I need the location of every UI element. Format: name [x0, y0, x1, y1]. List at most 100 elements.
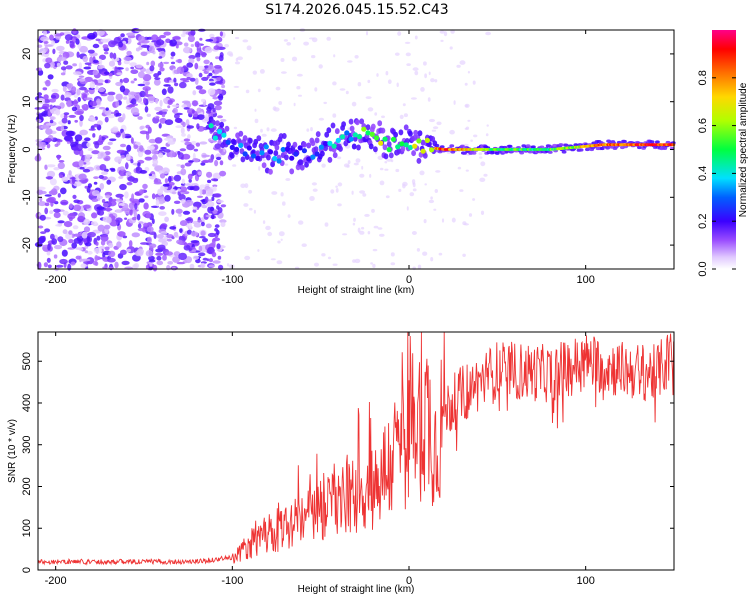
noise-speck [367, 107, 374, 112]
noise-speck [200, 230, 206, 236]
noise-speck [244, 183, 249, 189]
noise-speck [381, 115, 385, 119]
noise-speck [116, 149, 126, 154]
noise-speck [186, 229, 192, 235]
noise-speck [283, 39, 288, 42]
noise-speck [125, 153, 131, 161]
noise-speck [98, 87, 105, 93]
noise-speck [64, 92, 72, 98]
noise-speck [130, 159, 134, 164]
noise-speck [55, 108, 61, 116]
ridge-mark [250, 153, 257, 159]
noise-speck [136, 213, 141, 221]
noise-speck [179, 228, 183, 234]
noise-speck [203, 59, 210, 65]
noise-speck [463, 223, 469, 226]
snr-y-tick-label: 100 [21, 519, 33, 537]
noise-speck [206, 110, 212, 114]
noise-speck [220, 118, 227, 122]
noise-speck [116, 241, 122, 249]
noise-speck [367, 231, 371, 235]
noise-speck [144, 195, 149, 199]
noise-speck [190, 240, 200, 244]
noise-speck [122, 77, 130, 84]
noise-speck [120, 249, 127, 255]
noise-speck [197, 65, 205, 71]
noise-speck [73, 237, 82, 244]
noise-speck [43, 137, 53, 143]
ridge-halo [519, 151, 525, 155]
noise-speck [173, 77, 177, 83]
noise-speck [235, 36, 240, 40]
noise-speck [180, 164, 185, 169]
ridge-halo [411, 150, 416, 157]
ridge-mark [382, 136, 388, 142]
noise-speck [374, 112, 378, 116]
ridge-mark [234, 146, 240, 152]
noise-speck [216, 156, 222, 161]
noise-speck [49, 178, 57, 186]
noise-speck [280, 238, 283, 241]
noise-speck [159, 201, 164, 205]
snr-frame [37, 331, 675, 571]
ridge-halo [356, 144, 361, 151]
ridge-halo [365, 124, 371, 131]
noise-speck [310, 127, 313, 132]
noise-speck [192, 220, 199, 225]
ridge-mark [361, 126, 367, 132]
noise-speck [248, 189, 253, 194]
noise-speck [198, 89, 207, 95]
ridge-halo [578, 148, 584, 152]
snr-x-tick-label: 100 [576, 575, 594, 587]
noise-speck [114, 66, 118, 74]
noise-speck [214, 65, 222, 69]
ridge-mark [348, 136, 354, 142]
noise-speck [267, 231, 273, 237]
noise-speck [71, 106, 78, 112]
noise-speck [155, 116, 160, 119]
ridge-halo [400, 145, 406, 152]
noise-speck [281, 140, 284, 144]
noise-speck [199, 37, 203, 41]
ridge-halo [561, 150, 567, 154]
noise-speck [164, 194, 171, 202]
noise-speck [174, 117, 183, 123]
noise-speck [89, 81, 96, 89]
noise-speck [84, 62, 92, 65]
noise-speck [137, 83, 146, 87]
noise-speck [62, 85, 67, 92]
ridge-halo [304, 161, 309, 168]
noise-speck [126, 144, 132, 152]
noise-speck [156, 234, 164, 239]
noise-speck [63, 112, 70, 116]
noise-speck [84, 250, 89, 254]
noise-speck [186, 76, 191, 81]
noise-speck [140, 125, 145, 129]
noise-speck [119, 183, 127, 191]
noise-speck [124, 217, 128, 220]
noise-speck [390, 159, 394, 163]
noise-speck [107, 200, 117, 207]
snr-y-ticks: 0 100 200 300 400 500 [21, 352, 674, 573]
noise-speck [480, 161, 486, 167]
noise-speck [204, 46, 213, 54]
noise-speck [104, 51, 109, 55]
noise-speck [211, 178, 218, 182]
noise-speck [347, 60, 353, 63]
snr-series-line [37, 331, 675, 566]
noise-speck [200, 262, 206, 269]
ridge-halo [253, 138, 259, 145]
noise-speck [44, 207, 49, 215]
noise-speck [200, 221, 205, 227]
noise-speck [189, 186, 194, 191]
noise-speck [133, 144, 139, 150]
noise-speck [63, 114, 68, 119]
noise-speck [357, 82, 362, 87]
noise-speck [115, 209, 121, 213]
noise-speck [209, 33, 215, 38]
colorbar-ticks: 0.0 0.2 0.4 0.6 0.8 [697, 70, 736, 277]
noise-speck [428, 199, 435, 204]
noise-speck [486, 124, 489, 127]
noise-speck [337, 203, 342, 207]
noise-speck [420, 87, 425, 92]
